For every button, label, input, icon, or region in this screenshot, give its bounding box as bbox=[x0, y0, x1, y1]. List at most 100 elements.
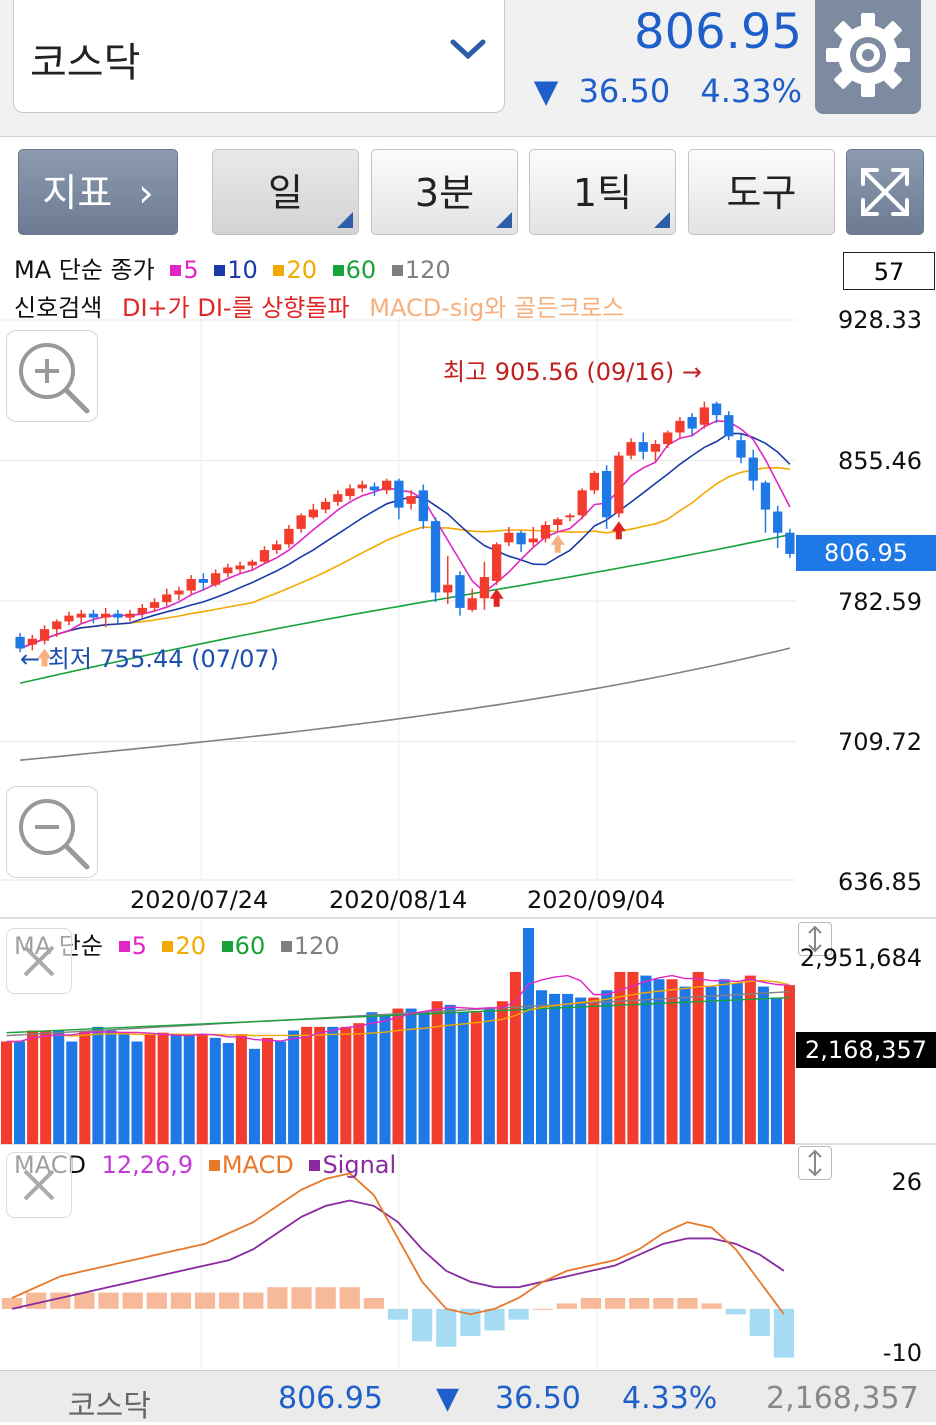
macd-scale-handle[interactable] bbox=[798, 1146, 832, 1180]
indicator-button[interactable]: 지표 › bbox=[18, 149, 178, 235]
ma-legend-title: MA 단순 종가 bbox=[14, 256, 155, 284]
x-date-label: 2020/09/04 bbox=[527, 886, 666, 914]
candle-body bbox=[100, 613, 111, 618]
zoom-out-button[interactable] bbox=[6, 786, 98, 878]
macd-histogram-bar bbox=[291, 1287, 312, 1309]
candle-body bbox=[223, 567, 233, 574]
candle-body bbox=[724, 415, 734, 437]
candle-body bbox=[589, 472, 600, 491]
candle-body bbox=[247, 561, 257, 566]
price-ma-legend: MA 단순 종가 5 10 20 60 120 bbox=[14, 250, 451, 285]
vol-ma20-swatch bbox=[162, 941, 174, 952]
down-arrow-icon: ▼ bbox=[533, 72, 559, 110]
candle-body bbox=[162, 594, 172, 603]
volume-bar bbox=[522, 928, 535, 1144]
x-date-label: 2020/07/24 bbox=[130, 886, 269, 914]
vol-ma20-line bbox=[6, 979, 790, 1043]
candle-body bbox=[76, 613, 86, 618]
high-annotation: 최고 905.56 (09/16) → bbox=[443, 358, 703, 386]
chart-canvas[interactable] bbox=[0, 246, 936, 1369]
macd-histogram-bar bbox=[556, 1303, 577, 1309]
macd-histogram-bar bbox=[122, 1292, 143, 1309]
volume-bar bbox=[53, 1030, 65, 1144]
period-tick-button[interactable]: 1틱 bbox=[529, 149, 676, 235]
volume-bar bbox=[170, 1034, 182, 1144]
chart-area[interactable]: MA 단순 종가 5 10 20 60 120 신호검색 DI+가 DI-를 상… bbox=[0, 246, 936, 1369]
tools-label: 도구 bbox=[726, 171, 797, 215]
vol-ma60-label: 60 bbox=[234, 932, 266, 960]
volume-bar bbox=[457, 1012, 469, 1144]
zoom-in-button[interactable] bbox=[6, 330, 98, 422]
vol-ma120-line bbox=[6, 991, 790, 1037]
candle-body bbox=[467, 598, 477, 610]
macd-histogram-bar bbox=[484, 1308, 505, 1331]
macd-histogram-bar bbox=[339, 1287, 360, 1309]
ma120-swatch bbox=[391, 265, 403, 276]
macd-histogram-bar bbox=[604, 1298, 626, 1309]
candle-body bbox=[785, 532, 795, 554]
candle-body bbox=[528, 538, 538, 543]
volume-bar bbox=[783, 985, 795, 1144]
candle-body bbox=[382, 480, 392, 491]
signal-macd-label: MACD-sig와 골든크로스 bbox=[369, 294, 625, 322]
expand-button[interactable] bbox=[846, 149, 924, 235]
volume-bar bbox=[601, 990, 613, 1144]
candle-body bbox=[259, 550, 270, 562]
candle-body bbox=[516, 532, 526, 545]
volume-bar bbox=[79, 1030, 91, 1144]
volume-bar bbox=[353, 1023, 365, 1144]
volume-scale-handle[interactable] bbox=[798, 922, 832, 956]
candle-body bbox=[296, 515, 306, 529]
close-macd-panel-button[interactable] bbox=[6, 1152, 72, 1218]
candle-body bbox=[687, 417, 697, 429]
volume-bar bbox=[679, 986, 691, 1144]
period-count-box[interactable]: 57 bbox=[843, 252, 935, 290]
ma5-line bbox=[19, 420, 791, 650]
price-change: 36.50 bbox=[578, 72, 671, 110]
ma10-swatch bbox=[214, 265, 226, 276]
chevron-down-icon bbox=[450, 39, 486, 60]
close-volume-panel-button[interactable] bbox=[6, 928, 72, 994]
candle-body bbox=[663, 432, 673, 445]
volume-bar bbox=[444, 1004, 456, 1144]
signal-swatch bbox=[309, 1160, 321, 1171]
volume-bar bbox=[209, 1037, 221, 1144]
macd-histogram-bar bbox=[749, 1308, 770, 1336]
close-icon bbox=[23, 1169, 55, 1201]
ma120-line bbox=[20, 647, 791, 761]
volume-bar bbox=[183, 1035, 195, 1144]
period-day-button[interactable]: 일 bbox=[212, 149, 359, 235]
candle-body bbox=[601, 471, 612, 518]
header-bar: 코스닥 806.95 ▼ 36.50 4.33% bbox=[0, 0, 936, 137]
vol-ma5-swatch bbox=[118, 941, 130, 952]
volume-bar bbox=[627, 971, 639, 1144]
volume-bar bbox=[705, 986, 717, 1144]
updown-arrow-icon bbox=[808, 1149, 822, 1177]
day-label: 일 bbox=[268, 171, 303, 215]
market-selector[interactable]: 코스닥 bbox=[13, 0, 505, 113]
macd-histogram-bar bbox=[315, 1287, 336, 1309]
x-date-label: 2020/08/14 bbox=[329, 886, 468, 914]
settings-button[interactable] bbox=[815, 0, 921, 114]
candle-body bbox=[15, 636, 25, 649]
zoom-in-icon bbox=[19, 343, 90, 414]
vol-ma60-line bbox=[6, 996, 790, 1034]
macd-histogram-bar bbox=[387, 1308, 409, 1320]
volume-bar bbox=[536, 990, 548, 1144]
macd-histogram-bar bbox=[243, 1292, 264, 1309]
candle-body bbox=[308, 509, 319, 518]
macd-histogram-bar bbox=[74, 1292, 95, 1309]
dropdown-triangle-icon bbox=[496, 212, 512, 228]
ma10-line bbox=[19, 432, 791, 650]
candle-body bbox=[272, 544, 282, 551]
ma60-swatch bbox=[332, 265, 344, 276]
ma120-label: 120 bbox=[404, 256, 451, 284]
macd-histogram-bar bbox=[629, 1298, 650, 1309]
macd-histogram-bar bbox=[436, 1308, 457, 1347]
tools-button[interactable]: 도구 bbox=[688, 149, 835, 235]
period-3min-button[interactable]: 3분 bbox=[371, 149, 518, 235]
candle-body bbox=[479, 577, 490, 599]
tick-label: 1틱 bbox=[572, 171, 633, 215]
y-tick-label: 928.33 bbox=[838, 306, 922, 334]
volume-bar bbox=[327, 1026, 339, 1144]
